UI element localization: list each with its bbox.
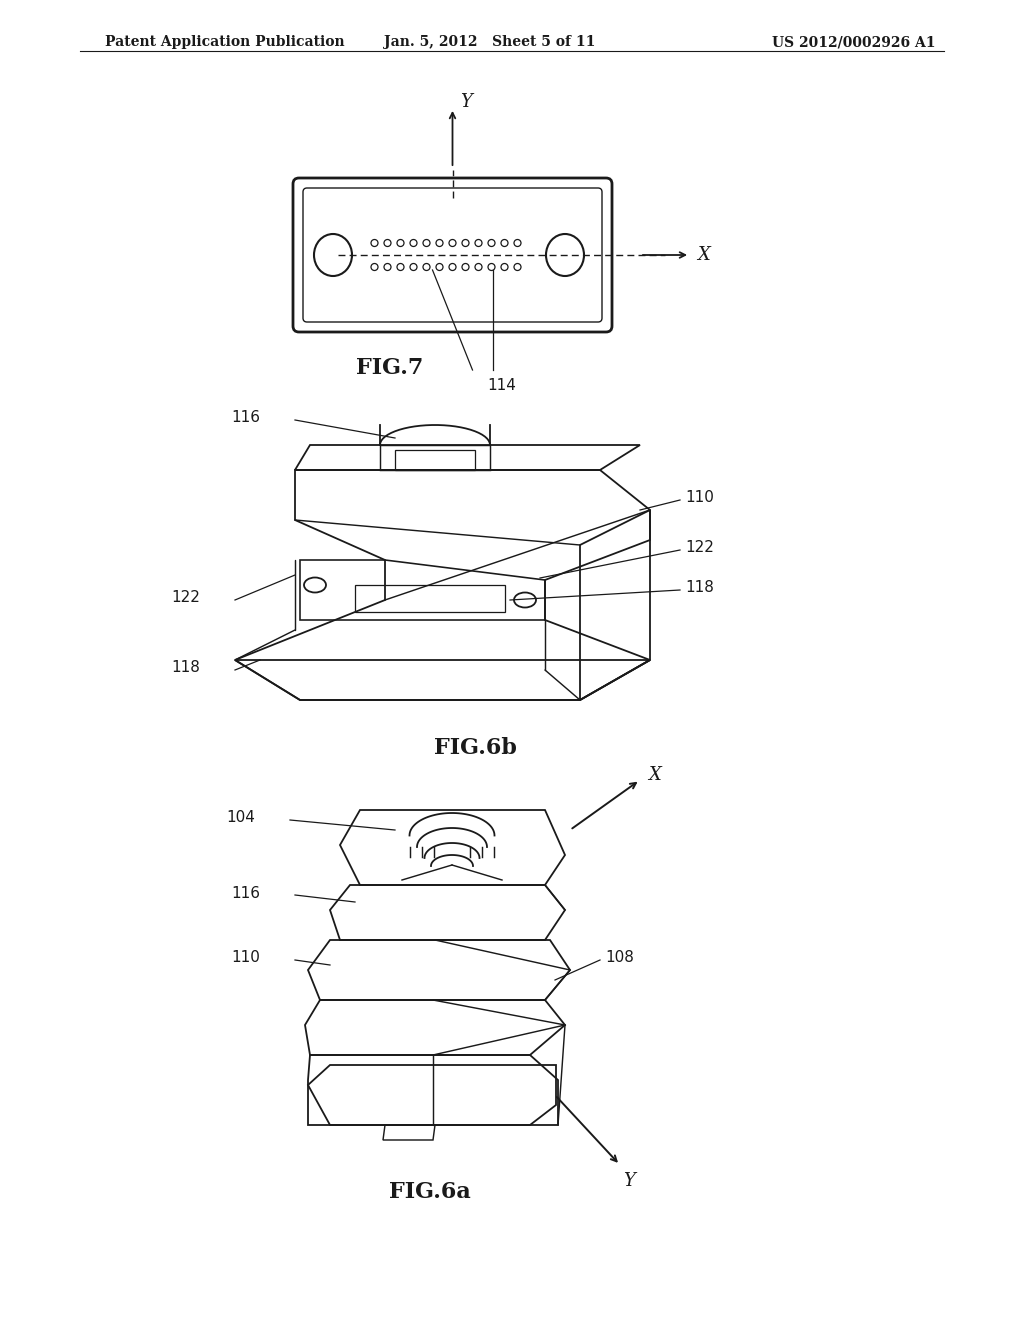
Text: Y: Y: [623, 1172, 635, 1191]
Text: 118: 118: [685, 581, 714, 595]
Text: Patent Application Publication: Patent Application Publication: [105, 36, 345, 49]
Text: 110: 110: [685, 491, 714, 506]
Text: X: X: [648, 766, 660, 784]
Text: Jan. 5, 2012   Sheet 5 of 11: Jan. 5, 2012 Sheet 5 of 11: [384, 36, 596, 49]
Text: 118: 118: [171, 660, 200, 676]
Text: US 2012/0002926 A1: US 2012/0002926 A1: [771, 36, 935, 49]
Text: FIG.6a: FIG.6a: [389, 1181, 471, 1203]
Text: 116: 116: [231, 886, 260, 900]
Text: 122: 122: [171, 590, 200, 606]
Text: 104: 104: [226, 810, 255, 825]
Text: FIG.6b: FIG.6b: [433, 737, 516, 759]
Text: 116: 116: [231, 411, 260, 425]
Text: 110: 110: [231, 950, 260, 965]
Text: Y: Y: [461, 92, 472, 111]
Text: 108: 108: [605, 950, 634, 965]
Text: 122: 122: [685, 540, 714, 556]
Text: FIG.7: FIG.7: [356, 356, 424, 379]
Text: X: X: [697, 246, 710, 264]
Text: 114: 114: [487, 378, 516, 393]
